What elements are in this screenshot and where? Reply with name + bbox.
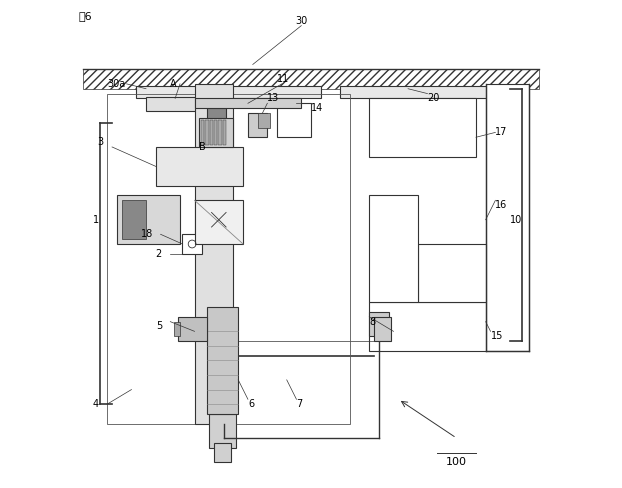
Bar	[122, 201, 146, 239]
Bar	[207, 307, 238, 414]
Text: 1: 1	[93, 215, 99, 225]
Text: 7: 7	[297, 399, 303, 409]
Text: 100: 100	[446, 457, 467, 468]
Bar	[182, 234, 202, 254]
Bar	[277, 103, 311, 137]
Text: B: B	[200, 142, 206, 152]
Bar	[156, 147, 243, 186]
Text: 13: 13	[267, 93, 279, 103]
Text: 16: 16	[495, 200, 508, 210]
Bar	[374, 317, 391, 341]
Bar	[214, 443, 231, 462]
Bar	[195, 201, 243, 244]
Bar	[146, 98, 204, 111]
Bar	[486, 84, 529, 351]
Text: 10: 10	[510, 215, 522, 225]
Bar	[200, 118, 233, 147]
Bar	[369, 99, 476, 157]
Bar	[369, 302, 486, 351]
Text: 15: 15	[491, 331, 503, 341]
Bar	[205, 120, 208, 144]
Bar	[209, 414, 236, 448]
Text: 14: 14	[311, 103, 323, 113]
Bar	[218, 120, 221, 144]
Text: 6: 6	[248, 399, 254, 409]
Bar	[174, 322, 180, 336]
Bar	[195, 84, 233, 424]
Bar	[210, 120, 213, 144]
Text: 17: 17	[495, 127, 508, 138]
Text: 30: 30	[295, 16, 307, 26]
Bar	[207, 106, 226, 118]
Bar	[369, 196, 418, 302]
Text: 3: 3	[98, 137, 104, 147]
Text: 4: 4	[93, 399, 99, 409]
Text: 8: 8	[369, 317, 375, 326]
Text: 図6: 図6	[78, 11, 91, 21]
Bar	[214, 120, 217, 144]
Bar	[248, 113, 267, 137]
Bar	[117, 196, 180, 244]
Bar	[340, 86, 524, 99]
Bar	[83, 69, 539, 89]
Bar	[201, 120, 204, 144]
Bar	[258, 113, 270, 127]
Bar	[418, 244, 486, 302]
Text: A: A	[170, 79, 177, 89]
Text: 20: 20	[427, 93, 440, 103]
Bar	[195, 99, 301, 108]
Text: 18: 18	[141, 229, 154, 239]
Text: 30a: 30a	[107, 79, 126, 89]
Text: 2: 2	[156, 249, 162, 259]
Text: 11: 11	[277, 74, 289, 84]
Bar	[177, 317, 207, 341]
Bar	[107, 94, 350, 424]
Bar	[136, 86, 321, 99]
Bar	[223, 120, 226, 144]
Bar	[369, 312, 389, 336]
Text: 5: 5	[156, 322, 162, 331]
